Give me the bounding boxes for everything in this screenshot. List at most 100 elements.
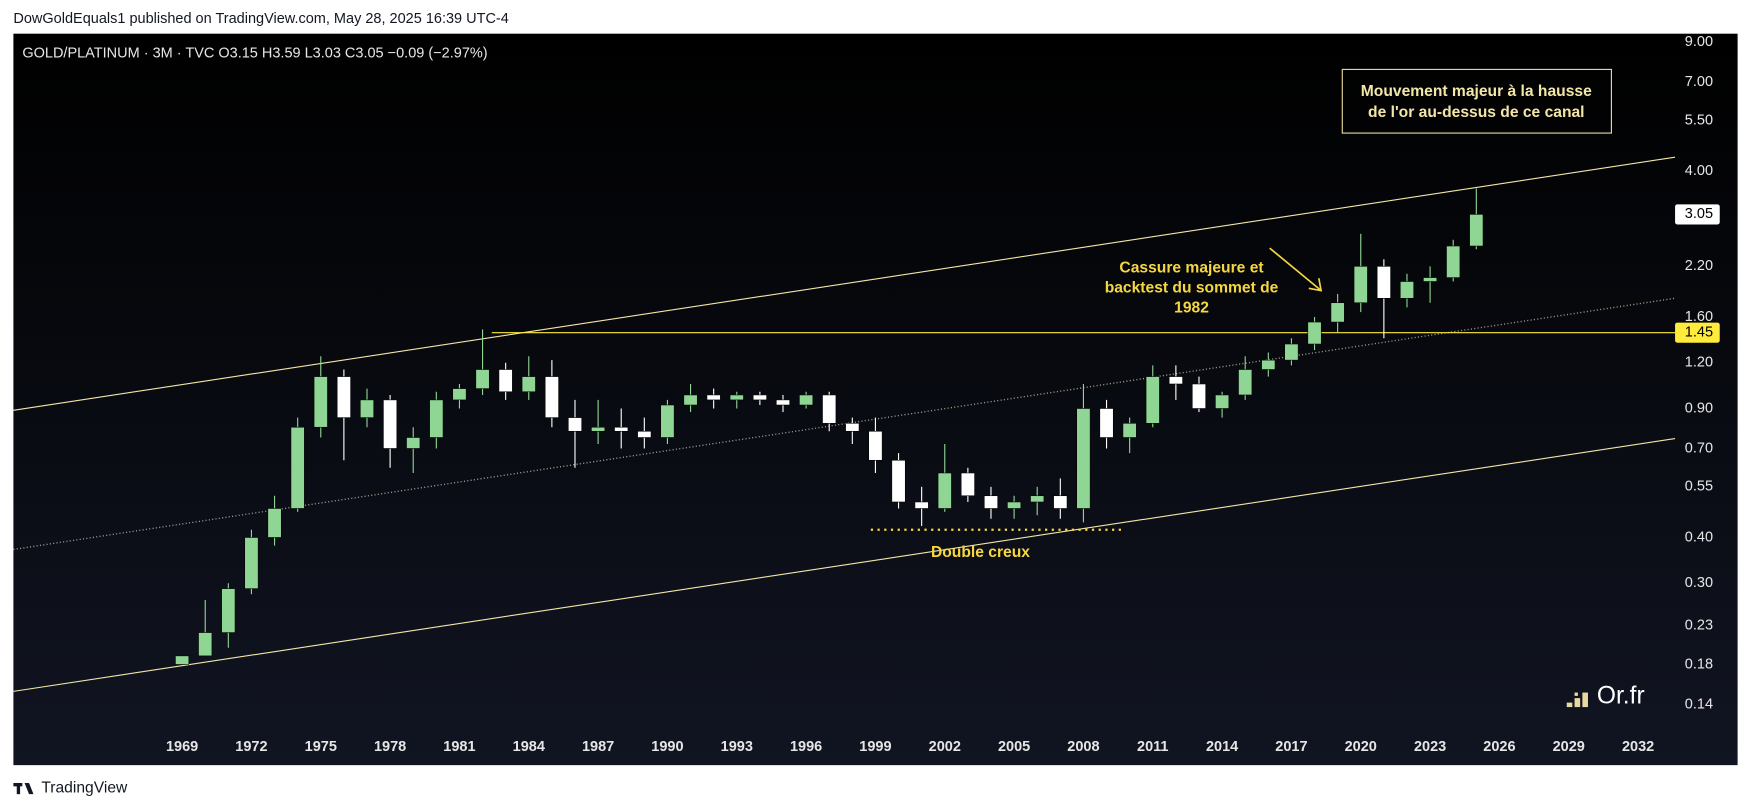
candle-body <box>1376 266 1391 299</box>
y-tick-label: 7.00 <box>1685 74 1713 90</box>
x-tick-label: 1987 <box>582 739 614 755</box>
candle-body <box>1168 376 1183 385</box>
price-label-box <box>1675 322 1720 343</box>
y-tick-label: 0.90 <box>1685 400 1713 416</box>
candle-body <box>429 399 444 438</box>
y-tick-label: 4.00 <box>1685 163 1713 179</box>
x-tick-label: 2026 <box>1483 739 1515 755</box>
candle-body <box>868 430 883 461</box>
x-tick-label: 2029 <box>1553 739 1585 755</box>
candle-body <box>1469 214 1484 247</box>
candle-body <box>1192 383 1206 409</box>
candle-body <box>1399 281 1414 299</box>
price-label: 1.45 <box>1685 324 1713 340</box>
x-tick-label: 1984 <box>513 739 545 755</box>
candle-body <box>221 588 236 633</box>
x-tick-label: 2005 <box>998 739 1030 755</box>
y-tick-label: 0.23 <box>1685 617 1713 633</box>
y-tick-label: 9.00 <box>1685 34 1713 50</box>
candle-body <box>244 537 259 589</box>
price-label-box <box>1675 204 1720 225</box>
candle-body <box>568 417 582 432</box>
legend: GOLD/PLATINUM · 3M · TVC O3.15 H3.59 L3.… <box>22 46 487 62</box>
candle-body <box>845 423 860 432</box>
candle-body <box>521 376 536 393</box>
candle-body <box>706 394 721 401</box>
candle-body <box>452 388 467 401</box>
candle-body <box>1446 245 1461 278</box>
candle-body <box>1099 408 1114 438</box>
candle-body <box>1053 495 1068 509</box>
candle-body <box>360 399 374 418</box>
logo-icon <box>1566 692 1588 708</box>
x-tick-label: 1996 <box>790 739 822 755</box>
candle-body <box>914 501 929 509</box>
y-tick-label: 0.55 <box>1685 479 1713 495</box>
candle-body <box>1007 501 1022 509</box>
y-tick-label: 0.70 <box>1685 440 1713 456</box>
y-tick-label: 0.18 <box>1685 656 1713 672</box>
header: DowGoldEquals1 published on TradingView.… <box>13 11 508 27</box>
candle-body <box>1353 266 1368 304</box>
candle-body <box>937 472 952 509</box>
y-tick-label: 0.30 <box>1685 575 1713 591</box>
candle-body <box>1238 369 1253 396</box>
candle-body <box>267 508 282 538</box>
y-tick-label: 5.50 <box>1685 112 1713 128</box>
x-tick-label: 2020 <box>1345 739 1377 755</box>
x-tick-label: 2023 <box>1414 739 1446 755</box>
chart-area <box>13 33 1738 766</box>
logo: Or.fr <box>1597 683 1645 710</box>
price-label: 3.05 <box>1685 206 1713 222</box>
x-tick-label: 1981 <box>443 739 475 755</box>
x-tick-label: 1969 <box>166 739 198 755</box>
candle-body <box>1423 277 1438 282</box>
y-tick-label: 1.60 <box>1685 309 1713 325</box>
candle-body <box>776 399 790 406</box>
candle-body <box>799 394 814 406</box>
y-tick-label: 2.20 <box>1685 258 1713 274</box>
candle-body <box>1215 394 1230 409</box>
y-tick-label: 1.20 <box>1685 355 1713 371</box>
candle-body <box>1284 343 1299 361</box>
candle-body <box>1145 376 1160 424</box>
annotation-box <box>1341 68 1612 134</box>
annotation: 1982 <box>1174 300 1209 317</box>
candle-body <box>729 394 744 401</box>
candle-body <box>383 399 398 449</box>
x-tick-label: 2002 <box>929 739 961 755</box>
candle-body <box>406 437 421 449</box>
candle-body <box>1307 321 1322 345</box>
annotation: Double creux <box>931 544 1030 561</box>
candle-body <box>1076 408 1091 509</box>
annotation: de l'or au-dessus de ce canal <box>1368 104 1584 121</box>
x-tick-label: 1999 <box>859 739 891 755</box>
x-tick-label: 1978 <box>374 739 406 755</box>
x-tick-label: 2014 <box>1206 739 1238 755</box>
x-tick-label: 1972 <box>235 739 267 755</box>
tv-logo <box>13 783 34 795</box>
candle-body <box>683 394 698 406</box>
x-tick-label: 2008 <box>1067 739 1099 755</box>
x-tick-label: 1993 <box>721 739 753 755</box>
candle-body <box>891 459 906 503</box>
candle-body <box>752 394 767 401</box>
candle-body <box>591 426 606 432</box>
annotation: Cassure majeure et <box>1119 259 1264 276</box>
x-tick-label: 2017 <box>1275 739 1307 755</box>
trendline <box>13 156 1676 411</box>
x-tick-label: 2032 <box>1622 739 1654 755</box>
candle-body <box>336 376 351 418</box>
x-tick-label: 2011 <box>1137 739 1168 755</box>
candle-body <box>175 655 190 665</box>
candle-body <box>313 376 328 428</box>
candle-body <box>475 369 490 389</box>
candle-body <box>960 472 975 497</box>
candle-body <box>984 495 998 509</box>
candle-body <box>290 426 305 509</box>
trendline <box>13 438 1676 692</box>
footer: TradingView <box>41 780 128 797</box>
x-tick-label: 1975 <box>305 739 337 755</box>
